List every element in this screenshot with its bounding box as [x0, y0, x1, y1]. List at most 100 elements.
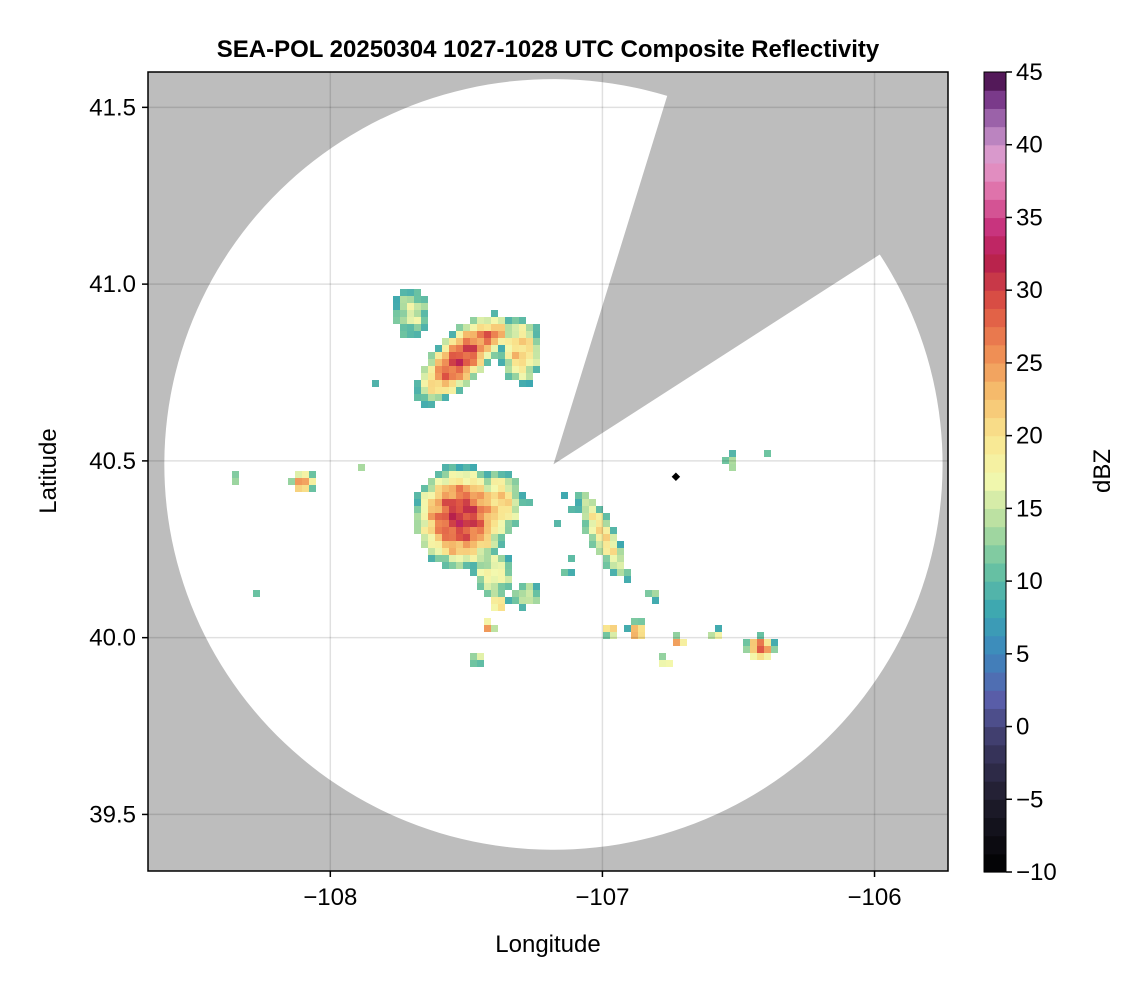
- colorbar-level: [984, 490, 1006, 509]
- reflectivity-cell: [533, 331, 540, 338]
- reflectivity-cell: [757, 639, 764, 646]
- reflectivity-cell: [414, 394, 421, 401]
- colorbar-level: [984, 90, 1006, 109]
- reflectivity-cell: [414, 317, 421, 324]
- reflectivity-cell: [505, 373, 512, 380]
- reflectivity-cell: [526, 366, 533, 373]
- colorbar-level: [984, 853, 1006, 873]
- reflectivity-cell: [477, 324, 484, 331]
- reflectivity-cell: [764, 646, 771, 653]
- reflectivity-cell: [491, 331, 498, 338]
- reflectivity-cell: [519, 366, 526, 373]
- colorbar-level: [984, 253, 1006, 273]
- colorbar-level: [984, 326, 1006, 346]
- reflectivity-cell: [505, 345, 512, 352]
- reflectivity-cell: [645, 590, 652, 597]
- colorbar-level: [984, 544, 1006, 564]
- reflectivity-cell: [449, 380, 456, 387]
- reflectivity-cell: [449, 345, 456, 352]
- reflectivity-cell: [526, 597, 533, 604]
- reflectivity-cell: [484, 485, 491, 492]
- reflectivity-cell: [463, 534, 470, 541]
- reflectivity-cell: [253, 590, 260, 597]
- reflectivity-cell: [456, 499, 463, 506]
- reflectivity-cell: [421, 296, 428, 303]
- reflectivity-cell: [533, 597, 540, 604]
- y-tick-label: 39.5: [89, 801, 136, 828]
- reflectivity-cell: [309, 485, 316, 492]
- reflectivity-cell: [498, 597, 505, 604]
- reflectivity-cell: [393, 317, 400, 324]
- colorbar-level: [984, 290, 1006, 309]
- reflectivity-cell: [498, 576, 505, 583]
- reflectivity-cell: [477, 576, 484, 583]
- colorbar-level: [984, 526, 1006, 546]
- reflectivity-cell: [302, 485, 309, 492]
- reflectivity-cell: [505, 338, 512, 345]
- reflectivity-cell: [428, 373, 435, 380]
- reflectivity-cell: [484, 541, 491, 548]
- reflectivity-cell: [659, 660, 666, 667]
- reflectivity-cell: [610, 548, 617, 555]
- colorbar-level: [984, 508, 1006, 528]
- reflectivity-cell: [491, 583, 498, 590]
- reflectivity-cell: [582, 492, 589, 499]
- reflectivity-cell: [519, 373, 526, 380]
- reflectivity-cell: [470, 471, 477, 478]
- reflectivity-cell: [491, 541, 498, 548]
- reflectivity-cell: [470, 492, 477, 499]
- reflectivity-cell: [456, 464, 463, 471]
- reflectivity-cell: [442, 541, 449, 548]
- reflectivity-cell: [414, 324, 421, 331]
- reflectivity-cell: [512, 597, 519, 604]
- colorbar-level: [984, 417, 1006, 437]
- reflectivity-cell: [484, 352, 491, 359]
- reflectivity-cell: [477, 513, 484, 520]
- reflectivity-cell: [421, 527, 428, 534]
- reflectivity-cell: [435, 513, 442, 520]
- colorbar-level: [984, 72, 1006, 91]
- reflectivity-cell: [456, 352, 463, 359]
- reflectivity-cell: [463, 478, 470, 485]
- reflectivity-cell: [589, 527, 596, 534]
- reflectivity-cell: [421, 513, 428, 520]
- reflectivity-cell: [442, 352, 449, 359]
- reflectivity-cell: [435, 394, 442, 401]
- reflectivity-cell: [505, 359, 512, 366]
- colorbar-label: dBZ: [1089, 449, 1116, 493]
- reflectivity-cell: [449, 338, 456, 345]
- reflectivity-cell: [582, 520, 589, 527]
- colorbar-level: [984, 762, 1006, 782]
- reflectivity-cell: [498, 583, 505, 590]
- reflectivity-cell: [421, 310, 428, 317]
- reflectivity-cell: [526, 583, 533, 590]
- reflectivity-cell: [421, 499, 428, 506]
- reflectivity-cell: [484, 359, 491, 366]
- reflectivity-cell: [484, 513, 491, 520]
- y-tick-label: 40.5: [89, 448, 136, 475]
- reflectivity-cell: [470, 527, 477, 534]
- reflectivity-cell: [421, 506, 428, 513]
- reflectivity-cell: [470, 324, 477, 331]
- reflectivity-cell: [631, 632, 638, 639]
- reflectivity-cell: [421, 492, 428, 499]
- reflectivity-cell: [505, 485, 512, 492]
- reflectivity-cell: [484, 618, 491, 625]
- reflectivity-cell: [491, 310, 498, 317]
- reflectivity-cell: [470, 513, 477, 520]
- colorbar-tick-label: 45: [1016, 59, 1043, 86]
- reflectivity-cell: [470, 485, 477, 492]
- reflectivity-cell: [596, 541, 603, 548]
- reflectivity-cell: [470, 562, 477, 569]
- reflectivity-cell: [498, 499, 505, 506]
- colorbar-level: [984, 726, 1006, 746]
- reflectivity-cell: [596, 513, 603, 520]
- x-tick-label: −106: [847, 884, 901, 911]
- reflectivity-cell: [463, 380, 470, 387]
- reflectivity-cell: [491, 555, 498, 562]
- reflectivity-cell: [491, 562, 498, 569]
- reflectivity-cell: [477, 366, 484, 373]
- reflectivity-cell: [414, 380, 421, 387]
- colorbar-level: [984, 817, 1006, 837]
- chart-title: SEA-POL 20250304 1027-1028 UTC Composite…: [217, 36, 880, 63]
